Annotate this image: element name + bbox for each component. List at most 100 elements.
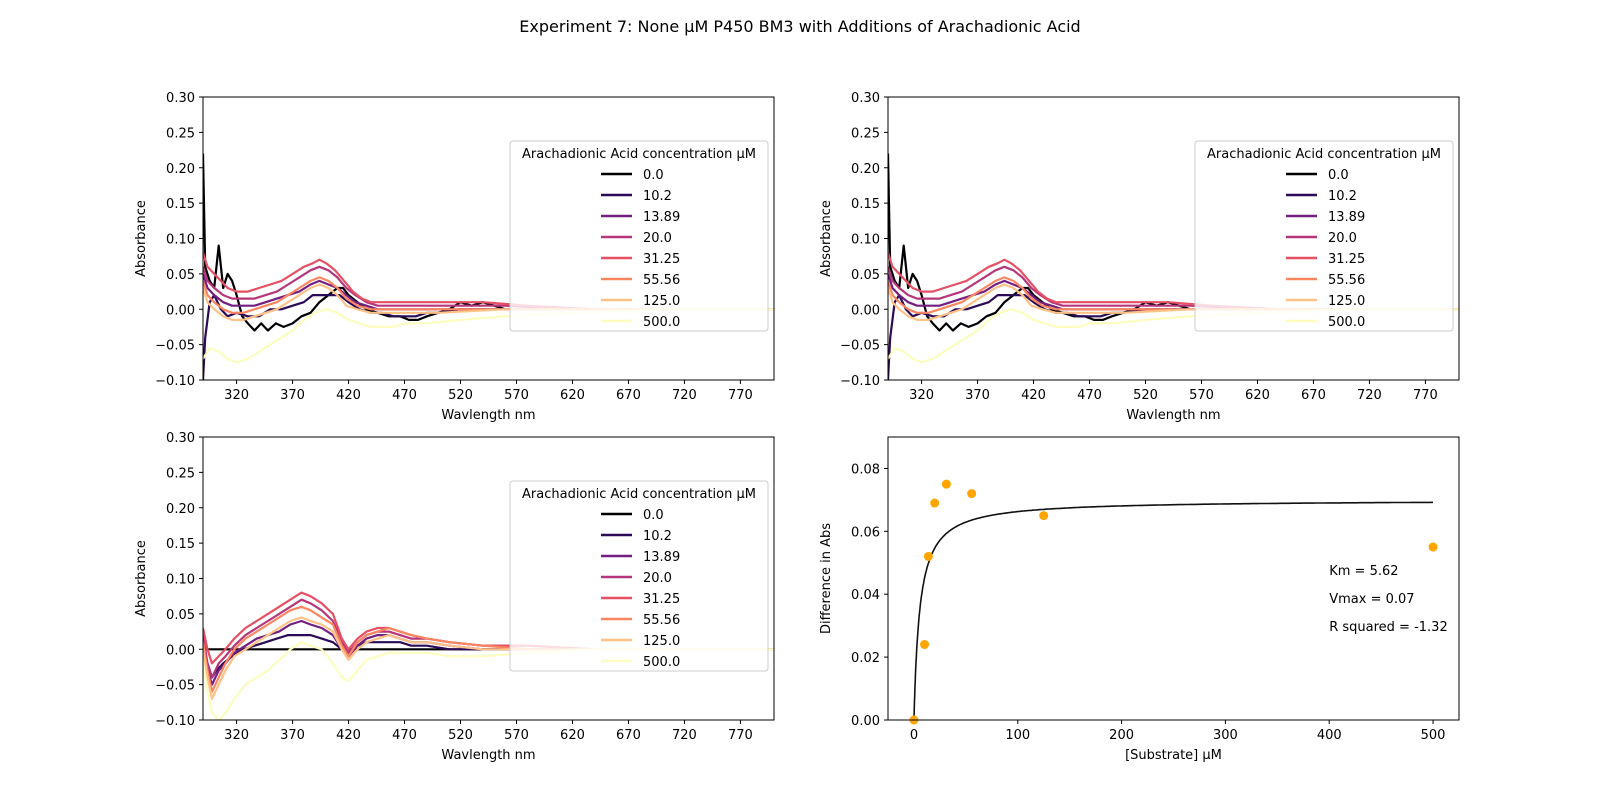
x-tick-label: 420: [336, 388, 361, 403]
x-tick-label: 570: [504, 388, 529, 403]
series-line-20.0: [203, 265, 774, 311]
y-axis-label: Absorbance: [134, 540, 149, 617]
legend-title: Arachadionic Acid concentration μM: [1207, 147, 1441, 162]
y-tick-label: 0.20: [851, 162, 880, 177]
x-tick-label: 670: [616, 728, 641, 743]
legend-label-31.25: 31.25: [643, 592, 680, 607]
legend-label-55.56: 55.56: [1328, 273, 1365, 288]
subplot-bottom-right: 0 100 200 300 400 500 0.00 0.02 0.04 0.06 0.08 [Sub…: [819, 436, 1460, 763]
x-axis-label: Wavlength nm: [441, 408, 535, 423]
series-line-55.56: [203, 605, 774, 693]
legend-label-10.2: 10.2: [643, 529, 672, 544]
subplot-bottom-left: 320 370 420 470 520 570 620 670 720 770 −0.10 −0.05…: [134, 431, 775, 763]
y-tick-label: 0.20: [166, 162, 195, 177]
legend-label-125.0: 125.0: [1328, 294, 1365, 309]
x-tick-label: 720: [672, 728, 697, 743]
y-tick-label: 0.25: [166, 466, 195, 481]
x-tick-label: 620: [560, 728, 585, 743]
x-tick-label: 720: [1357, 388, 1382, 403]
x-tick-label: 370: [280, 728, 305, 743]
x-tick-label: 300: [1213, 728, 1238, 743]
y-tick-label: −0.10: [155, 374, 195, 389]
legend-label-125.0: 125.0: [643, 294, 680, 309]
data-point: [923, 551, 933, 561]
series-line-55.56: [888, 276, 1459, 314]
data-point: [1428, 542, 1438, 552]
legend-label-13.89: 13.89: [643, 210, 680, 225]
plot-frame: [887, 436, 1460, 721]
x-tick-label: 470: [392, 388, 417, 403]
figure-suptitle: Experiment 7: None μM P450 BM3 with Addi…: [519, 17, 1080, 36]
legend-label-20.0: 20.0: [643, 571, 672, 586]
x-tick-label: 520: [1133, 388, 1158, 403]
y-tick-label: −0.10: [840, 374, 880, 389]
y-tick-label: 0.15: [166, 537, 195, 552]
legend-label-0.0: 0.0: [1328, 168, 1349, 183]
series-line-31.25: [888, 252, 1459, 311]
y-tick-label: −0.10: [155, 714, 195, 729]
series-line-31.25: [203, 252, 774, 311]
y-tick-label: 0.08: [851, 462, 880, 477]
x-tick-label: 420: [336, 728, 361, 743]
plot-data: [203, 153, 774, 380]
legend-title: Arachadionic Acid concentration μM: [522, 147, 756, 162]
data-point: [920, 640, 930, 650]
fit-curve: [913, 501, 1434, 720]
x-tick-label: 370: [965, 388, 990, 403]
legend-label-0.0: 0.0: [643, 168, 664, 183]
y-tick-label: 0.04: [851, 588, 880, 603]
y-tick-label: 0.10: [166, 573, 195, 588]
x-tick-label: 470: [392, 728, 417, 743]
y-tick-label: 0.10: [166, 233, 195, 248]
y-tick-label: 0.20: [166, 502, 195, 517]
plot-frame: [202, 436, 775, 721]
x-tick-label: 670: [616, 388, 641, 403]
y-tick-label: 0.30: [851, 91, 880, 106]
legend-label-55.56: 55.56: [643, 613, 680, 628]
legend-title: Arachadionic Acid concentration μM: [522, 487, 756, 502]
data-point: [930, 498, 940, 508]
y-tick-label: 0.15: [166, 197, 195, 212]
fit-annotation: Vmax = 0.07: [1329, 592, 1414, 607]
x-tick-label: 570: [504, 728, 529, 743]
series-line-20.0: [888, 265, 1459, 311]
legend-label-10.2: 10.2: [643, 189, 672, 204]
y-tick-label: −0.05: [840, 339, 880, 354]
y-axis-label: Absorbance: [134, 200, 149, 277]
legend-box: [509, 480, 769, 672]
x-tick-label: 570: [1189, 388, 1214, 403]
legend-label-20.0: 20.0: [1328, 231, 1357, 246]
series-line-500.0: [203, 641, 774, 720]
legend-label-31.25: 31.25: [643, 252, 680, 267]
x-tick-label: 320: [909, 388, 934, 403]
x-axis-label: Wavlength nm: [441, 748, 535, 763]
x-tick-label: 520: [448, 388, 473, 403]
x-tick-label: 400: [1317, 728, 1342, 743]
legend-label-13.89: 13.89: [643, 550, 680, 565]
legend-label-31.25: 31.25: [1328, 252, 1365, 267]
x-tick-label: 620: [1245, 388, 1270, 403]
fit-annotation: Km = 5.62: [1329, 564, 1398, 579]
plot-data: [888, 153, 1459, 380]
legend: Arachadionic Acid concentration μM 0.0 10.…: [509, 140, 769, 332]
x-tick-label: 670: [1301, 388, 1326, 403]
y-tick-label: 0.30: [166, 431, 195, 446]
plot-frame: [202, 96, 775, 381]
legend-box: [509, 140, 769, 332]
x-tick-label: 0: [910, 728, 918, 743]
data-point: [941, 479, 951, 489]
x-tick-label: 520: [448, 728, 473, 743]
x-tick-label: 770: [728, 728, 753, 743]
y-tick-label: 0.00: [851, 714, 880, 729]
plot-area: [888, 437, 1459, 720]
legend-label-10.2: 10.2: [1328, 189, 1357, 204]
data-point: [1039, 511, 1049, 521]
plot-data: [913, 501, 1434, 720]
y-axis-label: Absorbance: [819, 200, 834, 277]
x-tick-label: 500: [1421, 728, 1446, 743]
legend-label-500.0: 500.0: [1328, 315, 1365, 330]
subplot-top-right: 320 370 420 470 520 570 620 670 720 770 −0.10 −0.05…: [819, 91, 1460, 423]
x-axis-label: [Substrate] μM: [1125, 748, 1222, 763]
plot-frame: [887, 96, 1460, 381]
y-tick-label: 0.15: [851, 197, 880, 212]
